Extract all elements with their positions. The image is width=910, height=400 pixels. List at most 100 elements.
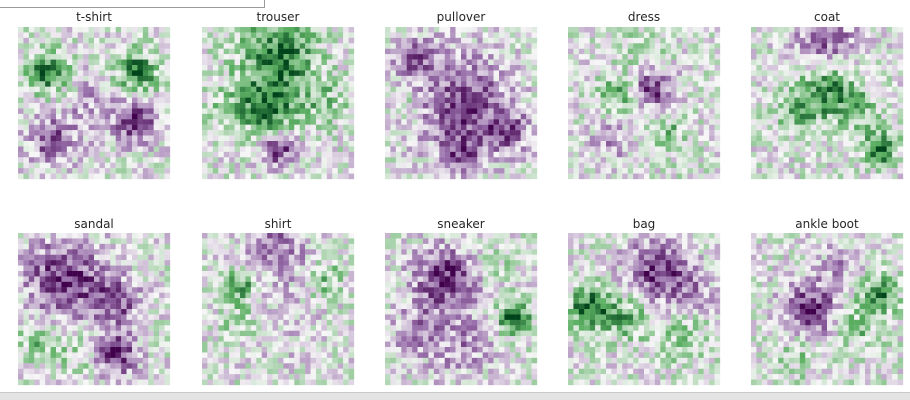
heatmap-cell [385,162,391,169]
heatmap-cell [28,59,35,66]
heatmap-cell [644,32,650,39]
heatmap-cell [39,249,46,255]
heatmap-cell [854,86,860,93]
heatmap-cell [837,157,844,163]
heatmap-cell [45,341,51,348]
heatmap-cell [326,249,333,255]
heatmap-cell [77,260,84,266]
heatmap-cell [148,276,154,283]
heatmap-cell [578,27,585,33]
heatmap-cell [115,162,122,169]
heatmap-cell [756,119,763,125]
heatmap-cell [751,48,757,55]
heatmap-cell [218,81,224,87]
heatmap-cell [573,151,580,158]
heatmap-cell [439,54,445,60]
heatmap-cell [164,336,171,342]
heatmap-cell [676,124,683,131]
heatmap-cell [709,146,715,153]
heatmap-cell [299,157,306,163]
heatmap-cell [126,162,133,169]
heatmap-cell [28,374,35,380]
heatmap-cell [412,86,418,93]
heatmap-cell [709,43,715,49]
heatmap-cell [39,374,46,380]
heatmap-cell [892,97,898,104]
heatmap-cell [299,146,306,153]
heatmap-cell [77,363,84,369]
heatmap-cell [212,37,219,44]
heatmap-cell [272,271,279,277]
heatmap-cell [450,86,456,93]
heatmap-cell [805,146,811,153]
heatmap-cell [439,108,445,115]
heatmap-cell [767,65,773,71]
heatmap-cell [39,81,46,87]
heatmap-cell [39,124,46,131]
heatmap-cell [622,124,628,131]
heatmap-cell [132,379,138,386]
heatmap-cell [444,162,451,169]
heatmap-cell [316,135,322,142]
heatmap-cell [665,48,672,55]
heatmap-cell [240,92,246,98]
heatmap-cell [132,97,138,104]
heatmap-cell [218,146,224,153]
heatmap-cell [843,108,849,115]
heatmap-cell [18,363,24,369]
heatmap-cell [584,113,590,120]
heatmap-cell [897,54,904,60]
heatmap-cell [504,65,511,71]
heatmap-cell [816,168,822,174]
heatmap-cell [310,124,317,131]
heatmap-cell [466,86,473,93]
heatmap-cell [288,32,295,39]
heatmap-cell [633,75,639,82]
heatmap-cell [28,357,35,364]
heatmap-cell [212,75,219,82]
heatmap-cell [412,43,418,49]
heatmap-cell [305,81,311,87]
heatmap-cell [789,162,795,169]
heatmap-cell [568,162,574,169]
heatmap-cell [471,168,478,174]
heatmap-cell [77,54,84,60]
heatmap-cell [589,151,596,158]
heatmap-cell [709,97,715,104]
heatmap-cell [34,32,40,39]
heatmap-cell [886,86,893,93]
heatmap-cell [99,32,106,39]
heatmap-cell [897,43,904,49]
heatmap-cell [83,265,89,272]
heatmap-cell [229,135,235,142]
heatmap-cell [326,65,333,71]
heatmap-cell [305,48,311,55]
heatmap-cell [34,48,40,55]
heatmap-cell [520,43,527,49]
heatmap-cell [261,92,268,98]
heatmap-cell [337,37,344,44]
heatmap-cell [493,103,500,109]
heatmap-cell [39,70,46,77]
heatmap-cell [202,151,208,158]
heatmap-cell [234,81,241,87]
heatmap-cell [515,75,521,82]
heatmap-cell [72,374,78,380]
heatmap-cell [137,92,144,98]
heatmap-cell [390,130,397,136]
heatmap-cell [805,92,811,98]
heatmap-cell [455,108,462,115]
heatmap-cell [18,48,24,55]
heatmap-cell [316,108,322,115]
heatmap-cell [606,37,612,44]
heatmap-cell [875,151,882,158]
heatmap-cell [799,97,806,104]
heatmap-cell [433,65,440,71]
heatmap-cell [316,75,322,82]
heatmap-cell [72,249,78,255]
heatmap-cell [99,48,106,55]
heatmap-cell [218,119,224,125]
heatmap-cell [671,173,677,180]
heatmap-cell [121,314,127,321]
heatmap-cell [461,113,467,120]
